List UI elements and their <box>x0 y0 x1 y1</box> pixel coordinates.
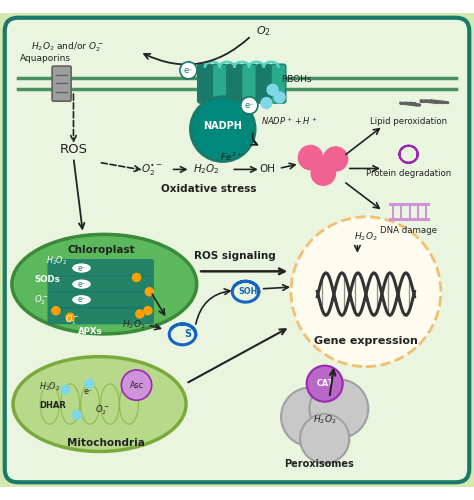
Circle shape <box>260 97 273 109</box>
Circle shape <box>84 378 94 389</box>
Text: $H_2O_2$: $H_2O_2$ <box>122 318 146 331</box>
Circle shape <box>60 384 71 395</box>
Text: NADPH: NADPH <box>203 122 242 132</box>
Circle shape <box>291 217 441 366</box>
Text: $NADP^+ + H^+$: $NADP^+ + H^+$ <box>261 115 317 127</box>
Text: SOH: SOH <box>238 287 257 296</box>
Circle shape <box>273 91 286 104</box>
Text: e⁻: e⁻ <box>245 101 254 110</box>
FancyBboxPatch shape <box>48 307 154 324</box>
Text: DHAR: DHAR <box>39 401 66 410</box>
Circle shape <box>180 62 197 79</box>
Circle shape <box>310 380 368 438</box>
Ellipse shape <box>72 263 91 273</box>
FancyBboxPatch shape <box>198 64 212 103</box>
FancyBboxPatch shape <box>52 66 71 101</box>
Text: e⁻: e⁻ <box>83 387 92 396</box>
FancyBboxPatch shape <box>48 276 154 292</box>
Text: $O_1^-$: $O_1^-$ <box>65 314 80 327</box>
Text: ROS signaling: ROS signaling <box>194 250 275 260</box>
Circle shape <box>121 370 152 400</box>
Text: S: S <box>184 330 192 340</box>
Ellipse shape <box>12 234 197 334</box>
Text: Peroxisomes: Peroxisomes <box>283 459 354 469</box>
Text: Mitochondria: Mitochondria <box>67 438 145 448</box>
Circle shape <box>300 414 349 464</box>
Text: ROS: ROS <box>59 143 88 156</box>
Circle shape <box>143 306 153 316</box>
FancyBboxPatch shape <box>48 291 154 308</box>
Text: Lipid peroxidation: Lipid peroxidation <box>370 116 447 126</box>
Circle shape <box>298 145 323 171</box>
Text: $H_2O_2$: $H_2O_2$ <box>354 230 378 243</box>
Circle shape <box>51 306 61 316</box>
Text: $Fe^{2+}$: $Fe^{2+}$ <box>220 150 243 163</box>
Ellipse shape <box>72 294 91 305</box>
Text: APXs: APXs <box>78 327 103 336</box>
FancyBboxPatch shape <box>227 64 242 103</box>
Ellipse shape <box>72 279 91 289</box>
Circle shape <box>191 97 255 162</box>
Circle shape <box>132 273 141 282</box>
Text: $H_2O_2$: $H_2O_2$ <box>39 380 60 393</box>
Circle shape <box>307 366 343 402</box>
Text: $H_2O_2$: $H_2O_2$ <box>313 414 337 426</box>
FancyBboxPatch shape <box>242 64 256 103</box>
Text: $O_2^-$: $O_2^-$ <box>34 293 49 306</box>
Text: e⁻: e⁻ <box>77 296 86 304</box>
Circle shape <box>241 97 258 114</box>
Text: e⁻: e⁻ <box>77 280 86 288</box>
Circle shape <box>281 388 340 446</box>
Text: $H_2O_2$: $H_2O_2$ <box>193 162 219 176</box>
Circle shape <box>266 84 279 96</box>
Text: RBOHs: RBOHs <box>281 75 312 84</box>
Text: Gene expression: Gene expression <box>314 336 418 346</box>
FancyBboxPatch shape <box>5 18 469 482</box>
Circle shape <box>72 410 82 420</box>
Text: $H_2O_2$: $H_2O_2$ <box>46 254 68 266</box>
Text: SODs: SODs <box>34 275 60 284</box>
Circle shape <box>65 312 75 322</box>
Text: Aquaporins: Aquaporins <box>20 54 71 62</box>
Text: $O_2$: $O_2$ <box>255 24 271 38</box>
Text: $H_2O_2$ and/or $O_2^-$: $H_2O_2$ and/or $O_2^-$ <box>31 40 104 54</box>
Circle shape <box>135 309 145 318</box>
Text: CAT: CAT <box>316 379 333 388</box>
Text: e⁻: e⁻ <box>77 264 86 272</box>
Text: e⁻: e⁻ <box>183 66 193 75</box>
FancyBboxPatch shape <box>271 64 286 103</box>
Circle shape <box>310 160 336 186</box>
Ellipse shape <box>13 356 186 452</box>
Text: Asc: Asc <box>129 380 144 390</box>
FancyBboxPatch shape <box>256 64 271 103</box>
Text: Protein degradation: Protein degradation <box>366 168 451 177</box>
FancyBboxPatch shape <box>212 64 227 103</box>
FancyBboxPatch shape <box>48 260 154 276</box>
Text: $O_2^{\bullet-}$: $O_2^{\bullet-}$ <box>141 162 163 177</box>
Text: Chloroplast: Chloroplast <box>67 245 135 255</box>
Text: DNA damage: DNA damage <box>380 226 437 234</box>
Circle shape <box>145 287 154 296</box>
Text: $O_2^-$: $O_2^-$ <box>95 404 110 417</box>
Text: Oxidative stress: Oxidative stress <box>161 184 256 194</box>
Circle shape <box>323 146 348 172</box>
Text: OH: OH <box>260 164 276 174</box>
